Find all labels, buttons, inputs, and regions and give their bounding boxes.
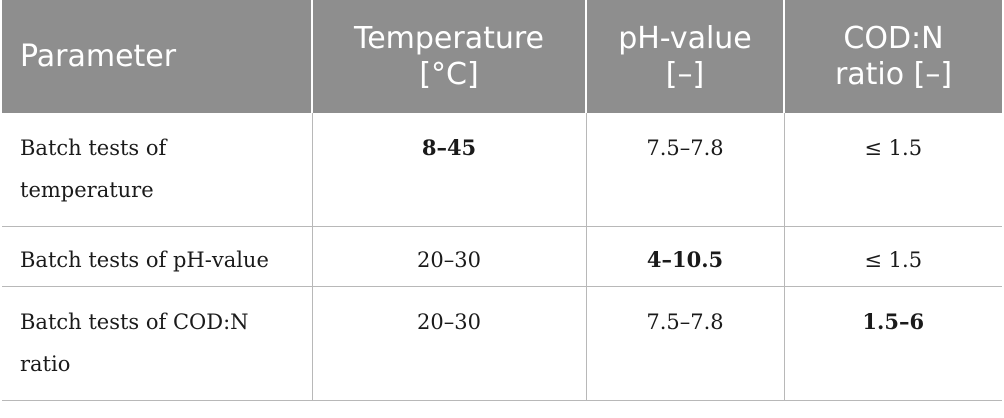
header-temperature: Temperature [°C] bbox=[312, 0, 587, 113]
table-row: Batch tests of pH-value 20–30 4–10.5 ≤ 1… bbox=[2, 226, 1002, 287]
header-cod-n-ratio: COD:N ratio [–] bbox=[784, 0, 1002, 113]
header-temperature-line1: Temperature bbox=[353, 20, 545, 56]
header-parameter-text: Parameter bbox=[20, 38, 177, 74]
cell-parameter: Batch tests of pH-value bbox=[2, 226, 313, 287]
cell-ph-value: 7.5–7.8 bbox=[586, 113, 785, 227]
header-ph-value-line1: pH-value bbox=[618, 20, 752, 56]
cell-parameter: Batch tests of COD:N ratio bbox=[2, 286, 313, 401]
cell-temperature: 8–45 bbox=[312, 113, 587, 227]
header-temperature-line2: [°C] bbox=[419, 56, 479, 92]
header-ph-value: pH-value [–] bbox=[586, 0, 785, 113]
cell-ph-value: 7.5–7.8 bbox=[586, 286, 785, 401]
cell-parameter: Batch tests of temperature bbox=[2, 113, 313, 227]
header-cod-n-ratio-line2: ratio [–] bbox=[834, 56, 953, 92]
cell-ph-value: 4–10.5 bbox=[586, 226, 785, 287]
cell-temperature: 20–30 bbox=[312, 226, 587, 287]
parameter-table: Parameter Temperature [°C] pH-value [–] … bbox=[2, 0, 1002, 401]
header-parameter: Parameter bbox=[2, 0, 313, 113]
cell-temperature: 20–30 bbox=[312, 286, 587, 401]
header-ph-value-line2: [–] bbox=[665, 56, 705, 92]
cell-cod-n-ratio: ≤ 1.5 bbox=[784, 113, 1002, 227]
header-cod-n-ratio-line1: COD:N bbox=[843, 20, 944, 56]
table-row: Batch tests of COD:N ratio 20–30 7.5–7.8… bbox=[2, 286, 1002, 401]
table-row: Batch tests of temperature 8–45 7.5–7.8 … bbox=[2, 113, 1002, 227]
cell-cod-n-ratio: ≤ 1.5 bbox=[784, 226, 1002, 287]
cell-cod-n-ratio: 1.5–6 bbox=[784, 286, 1002, 401]
table-header-row: Parameter Temperature [°C] pH-value [–] … bbox=[2, 0, 1002, 113]
